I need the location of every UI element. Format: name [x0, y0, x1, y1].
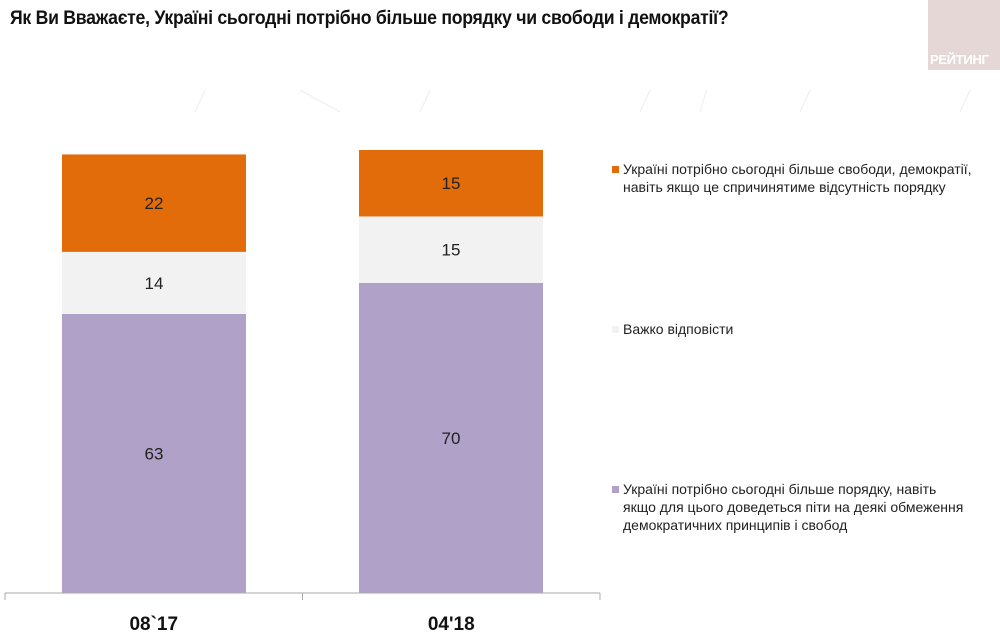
x-tick-label: 08`17: [129, 614, 178, 635]
legend-item-hard-to-say: Важко відповісти: [612, 320, 972, 338]
data-label: 15: [442, 241, 461, 260]
data-label: 15: [442, 174, 461, 193]
legend-label: Україні потрібно сьогодні більше порядку…: [623, 481, 964, 533]
legend-swatch: [612, 166, 619, 173]
data-label: 22: [145, 194, 164, 213]
bar-segment: [359, 150, 543, 217]
background-decoration: [419, 89, 431, 113]
legend-item-freedom: Україні потрібно сьогодні більше свободи…: [612, 160, 972, 196]
legend-label: Важко відповісти: [623, 321, 734, 337]
bar-segment: [359, 282, 543, 593]
chart-title: Як Ви Вважаєте, Україні сьогодні потрібн…: [10, 8, 729, 29]
legend-swatch: [612, 326, 619, 333]
background-decoration: [299, 89, 341, 113]
legend-item-order: Україні потрібно сьогодні більше порядку…: [612, 480, 972, 534]
bar-segment: [62, 313, 246, 593]
legend-label: Україні потрібно сьогодні більше свободи…: [623, 161, 972, 195]
background-decoration: [194, 89, 206, 113]
legend-swatch: [612, 486, 619, 493]
background-decoration: [959, 89, 971, 113]
data-label: 63: [145, 444, 164, 463]
background-decoration: [639, 89, 651, 113]
logo-text: РЕЙТИНГ: [930, 52, 989, 67]
background-decoration: [699, 89, 708, 113]
data-label: 14: [145, 274, 164, 293]
background-decoration: [799, 89, 811, 113]
x-tick-label: 04'18: [428, 614, 475, 635]
data-label: 70: [442, 429, 461, 448]
bar-segment: [62, 154, 246, 252]
bar-segment: [62, 251, 246, 314]
bar-segment: [359, 216, 543, 283]
rating-logo: РЕЙТИНГ: [928, 0, 1000, 70]
